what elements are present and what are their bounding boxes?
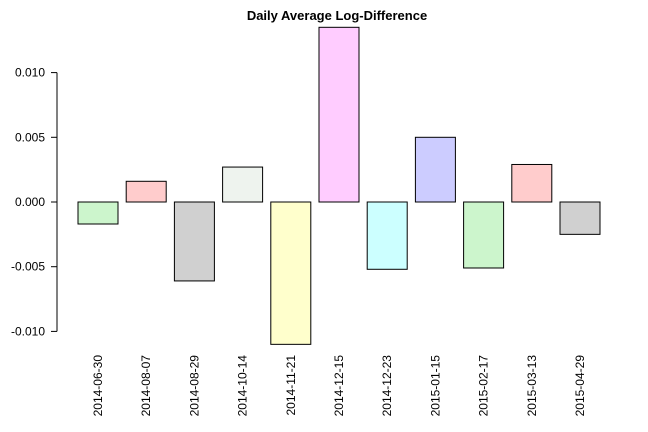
x-tick-label: 2014-06-30 bbox=[91, 355, 105, 417]
x-tick-label: 2014-08-29 bbox=[187, 355, 201, 417]
chart-title: Daily Average Log-Difference bbox=[247, 8, 427, 23]
bar-2014-10-14 bbox=[222, 166, 264, 203]
bar-2015-03-13 bbox=[511, 163, 553, 203]
bar-2014-12-23 bbox=[366, 201, 408, 270]
bar-2015-02-17 bbox=[463, 201, 505, 269]
y-tick-label: 0.000 bbox=[15, 195, 45, 209]
x-tick-label: 2015-04-29 bbox=[573, 355, 587, 417]
y-tick-label: 0.005 bbox=[15, 130, 45, 144]
x-tick-label: 2014-11-21 bbox=[284, 355, 298, 416]
x-tick-label: 2014-12-23 bbox=[380, 355, 394, 417]
bar-2014-11-21 bbox=[270, 201, 312, 345]
bar-2014-06-30 bbox=[77, 201, 119, 225]
x-tick-label: 2014-12-15 bbox=[332, 355, 346, 417]
bar-2015-04-29 bbox=[559, 201, 601, 235]
bar-2014-08-29 bbox=[173, 201, 215, 282]
x-tick-labels: 2014-06-30 2014-08-07 2014-08-29 2014-10-14… bbox=[91, 355, 587, 417]
bars bbox=[77, 26, 601, 345]
bar-2014-08-07 bbox=[125, 180, 167, 203]
y-axis: -0.010 -0.005 0.000 0.005 0.010 bbox=[11, 66, 58, 338]
x-tick-label: 2015-03-13 bbox=[525, 355, 539, 417]
x-tick-label: 2014-10-14 bbox=[236, 355, 250, 417]
x-tick-label: 2015-01-15 bbox=[428, 355, 442, 417]
x-tick-label: 2014-08-07 bbox=[139, 355, 153, 417]
y-tick-label: -0.010 bbox=[11, 324, 45, 338]
bar-2015-01-15 bbox=[414, 136, 456, 203]
y-tick-label: 0.010 bbox=[15, 66, 45, 80]
x-tick-label: 2015-02-17 bbox=[477, 355, 491, 417]
bar-2014-12-15 bbox=[318, 26, 360, 203]
y-tick-label: -0.005 bbox=[11, 260, 45, 274]
